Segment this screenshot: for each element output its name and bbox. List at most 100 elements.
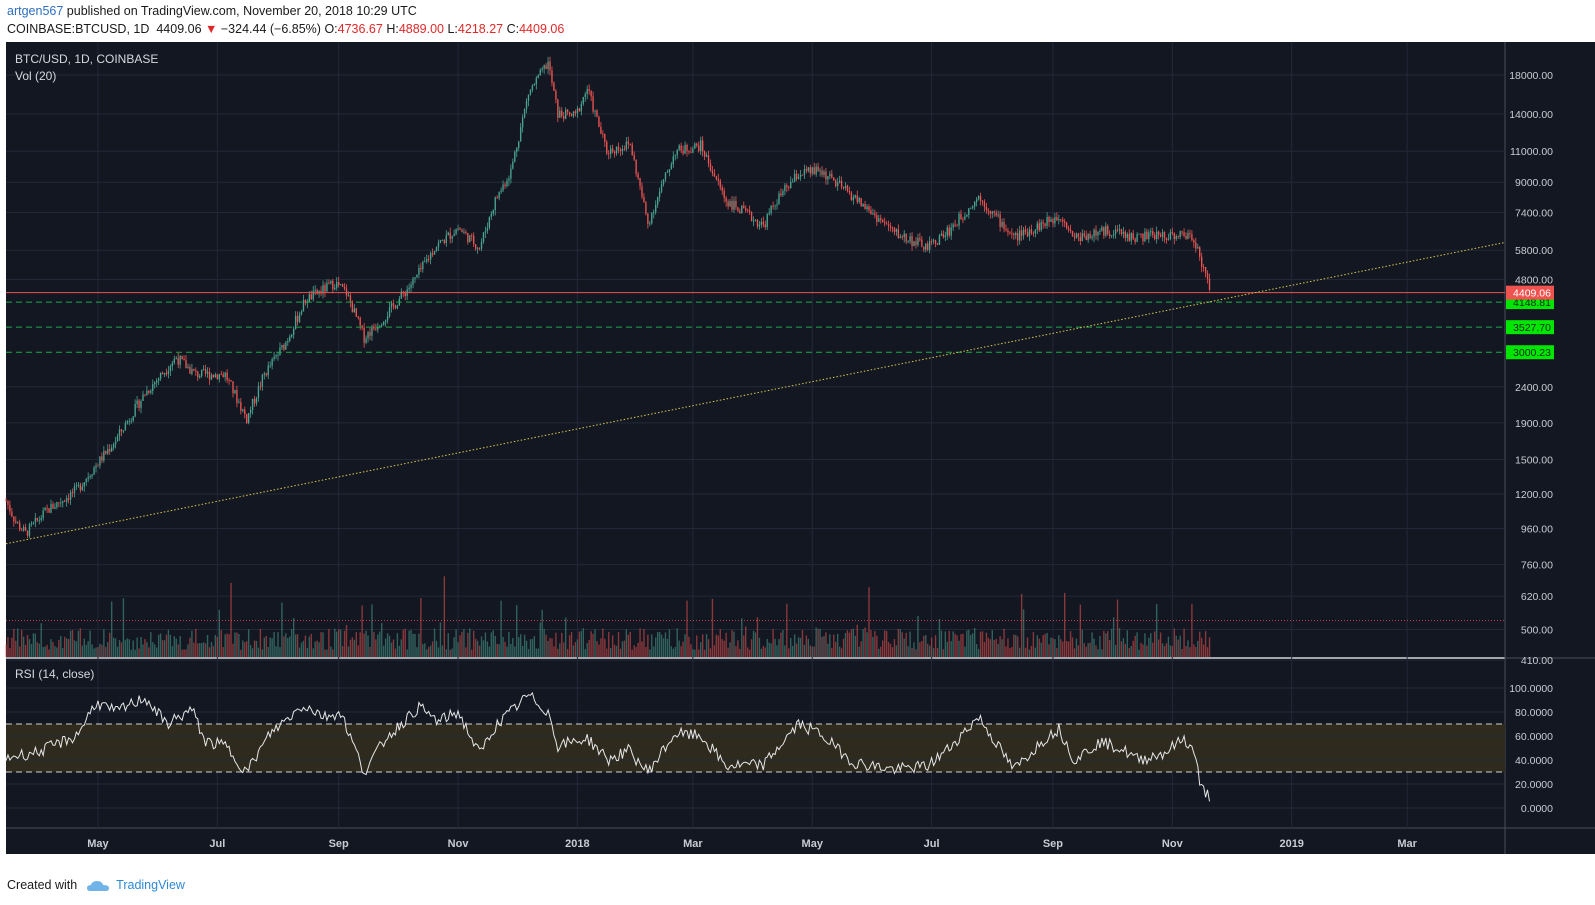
candle-body: [269, 365, 271, 367]
candle-body: [161, 372, 164, 375]
volume-bar: [529, 639, 532, 657]
volume-bar: [862, 629, 864, 657]
candle-body: [1093, 229, 1095, 237]
volume-bar: [484, 632, 487, 657]
candle-body: [972, 206, 974, 208]
candle-body: [1195, 242, 1197, 249]
candle-body: [535, 77, 538, 85]
candle-body: [251, 399, 254, 411]
volume-bar: [359, 632, 361, 657]
volume-bar: [480, 636, 483, 657]
volume-bar: [656, 632, 659, 657]
volume-bar: [674, 647, 676, 657]
volume-bar: [17, 628, 19, 657]
volume-bar: [161, 640, 164, 657]
volume-bar: [467, 632, 469, 657]
volume-bar: [253, 640, 256, 657]
candle-body: [496, 197, 498, 199]
volume-bar: [876, 635, 878, 657]
tradingview-brand-link[interactable]: TradingView: [116, 878, 185, 892]
volume-bar: [292, 618, 295, 657]
candle-body: [664, 172, 667, 180]
volume-bar: [339, 629, 342, 657]
candle-body: [993, 211, 995, 213]
price-pane-bg[interactable]: [6, 42, 1505, 657]
volume-bar: [1197, 640, 1199, 657]
volume-bar: [1116, 599, 1119, 657]
volume-bar: [641, 641, 643, 657]
volume-bar: [586, 643, 588, 657]
candle-body: [700, 140, 702, 152]
volume-bar: [559, 643, 561, 657]
volume-bar: [384, 638, 387, 657]
volume-bar: [1112, 617, 1115, 657]
volume-bar: [296, 634, 299, 657]
price-axis-bg[interactable]: [1505, 42, 1595, 854]
volume-bar: [1138, 649, 1140, 657]
candle-body: [555, 90, 557, 100]
volume-bar: [1089, 642, 1091, 657]
candle-body: [1079, 237, 1082, 242]
candle-body: [1071, 230, 1074, 237]
volume-bar: [670, 646, 673, 657]
volume-bar: [952, 631, 954, 657]
candle-body: [1142, 233, 1144, 242]
candle-body: [686, 144, 688, 152]
candle-body: [44, 508, 46, 511]
volume-bar: [1071, 637, 1074, 657]
volume-bar: [895, 645, 898, 657]
volume-bar: [1075, 638, 1078, 657]
volume-bar: [420, 598, 422, 657]
volume-bar: [533, 636, 536, 657]
volume-bar: [281, 602, 283, 657]
time-axis-bg[interactable]: [6, 828, 1505, 854]
candle-body: [668, 169, 671, 173]
time-tick-label: Nov: [448, 838, 470, 850]
candle-body: [1097, 231, 1099, 236]
volume-bar: [574, 642, 577, 657]
volume-bar: [459, 635, 461, 657]
volume-bar: [165, 634, 168, 657]
candle-body: [50, 504, 52, 513]
author-link[interactable]: artgen567: [7, 4, 64, 18]
candle-body: [645, 202, 647, 214]
candle-body: [353, 308, 356, 313]
volume-bar: [1128, 648, 1130, 657]
candle-body: [1155, 231, 1158, 239]
volume-bar: [294, 634, 297, 657]
volume-bar: [64, 636, 66, 657]
candle-body: [739, 211, 741, 214]
volume-bar: [658, 631, 661, 657]
candle-body: [482, 232, 485, 242]
time-tick-label: Mar: [683, 838, 703, 850]
candle-body: [748, 210, 751, 212]
candle-body: [369, 332, 371, 336]
price-chart[interactable]: 24000.0018000.0014000.0011000.009000.007…: [0, 42, 1595, 870]
volume-bar: [1177, 639, 1179, 657]
volume-bar: [780, 632, 782, 657]
candle-body: [956, 225, 958, 227]
candle-body: [719, 180, 721, 188]
volume-bar: [1005, 646, 1007, 657]
volume-bar: [24, 644, 27, 657]
volume-bar: [793, 634, 796, 657]
volume-bar: [975, 644, 978, 657]
volume-bar: [363, 633, 365, 657]
candle-body: [519, 127, 522, 142]
trendline[interactable]: [5, 241, 1506, 545]
candle-body: [893, 227, 896, 233]
volume-bar: [707, 639, 710, 657]
candle-body: [514, 151, 516, 162]
volume-bar: [435, 640, 438, 657]
candle-body: [234, 390, 236, 394]
volume-bar: [220, 630, 222, 657]
candle-body: [782, 190, 784, 196]
volume-bar: [639, 628, 641, 657]
volume-bar: [112, 637, 115, 657]
candle-body: [512, 161, 514, 169]
volume-bar: [375, 639, 377, 657]
volume-bar: [473, 630, 475, 657]
candle-body: [142, 394, 144, 401]
candle-body: [582, 96, 584, 104]
candle-body: [42, 510, 44, 519]
